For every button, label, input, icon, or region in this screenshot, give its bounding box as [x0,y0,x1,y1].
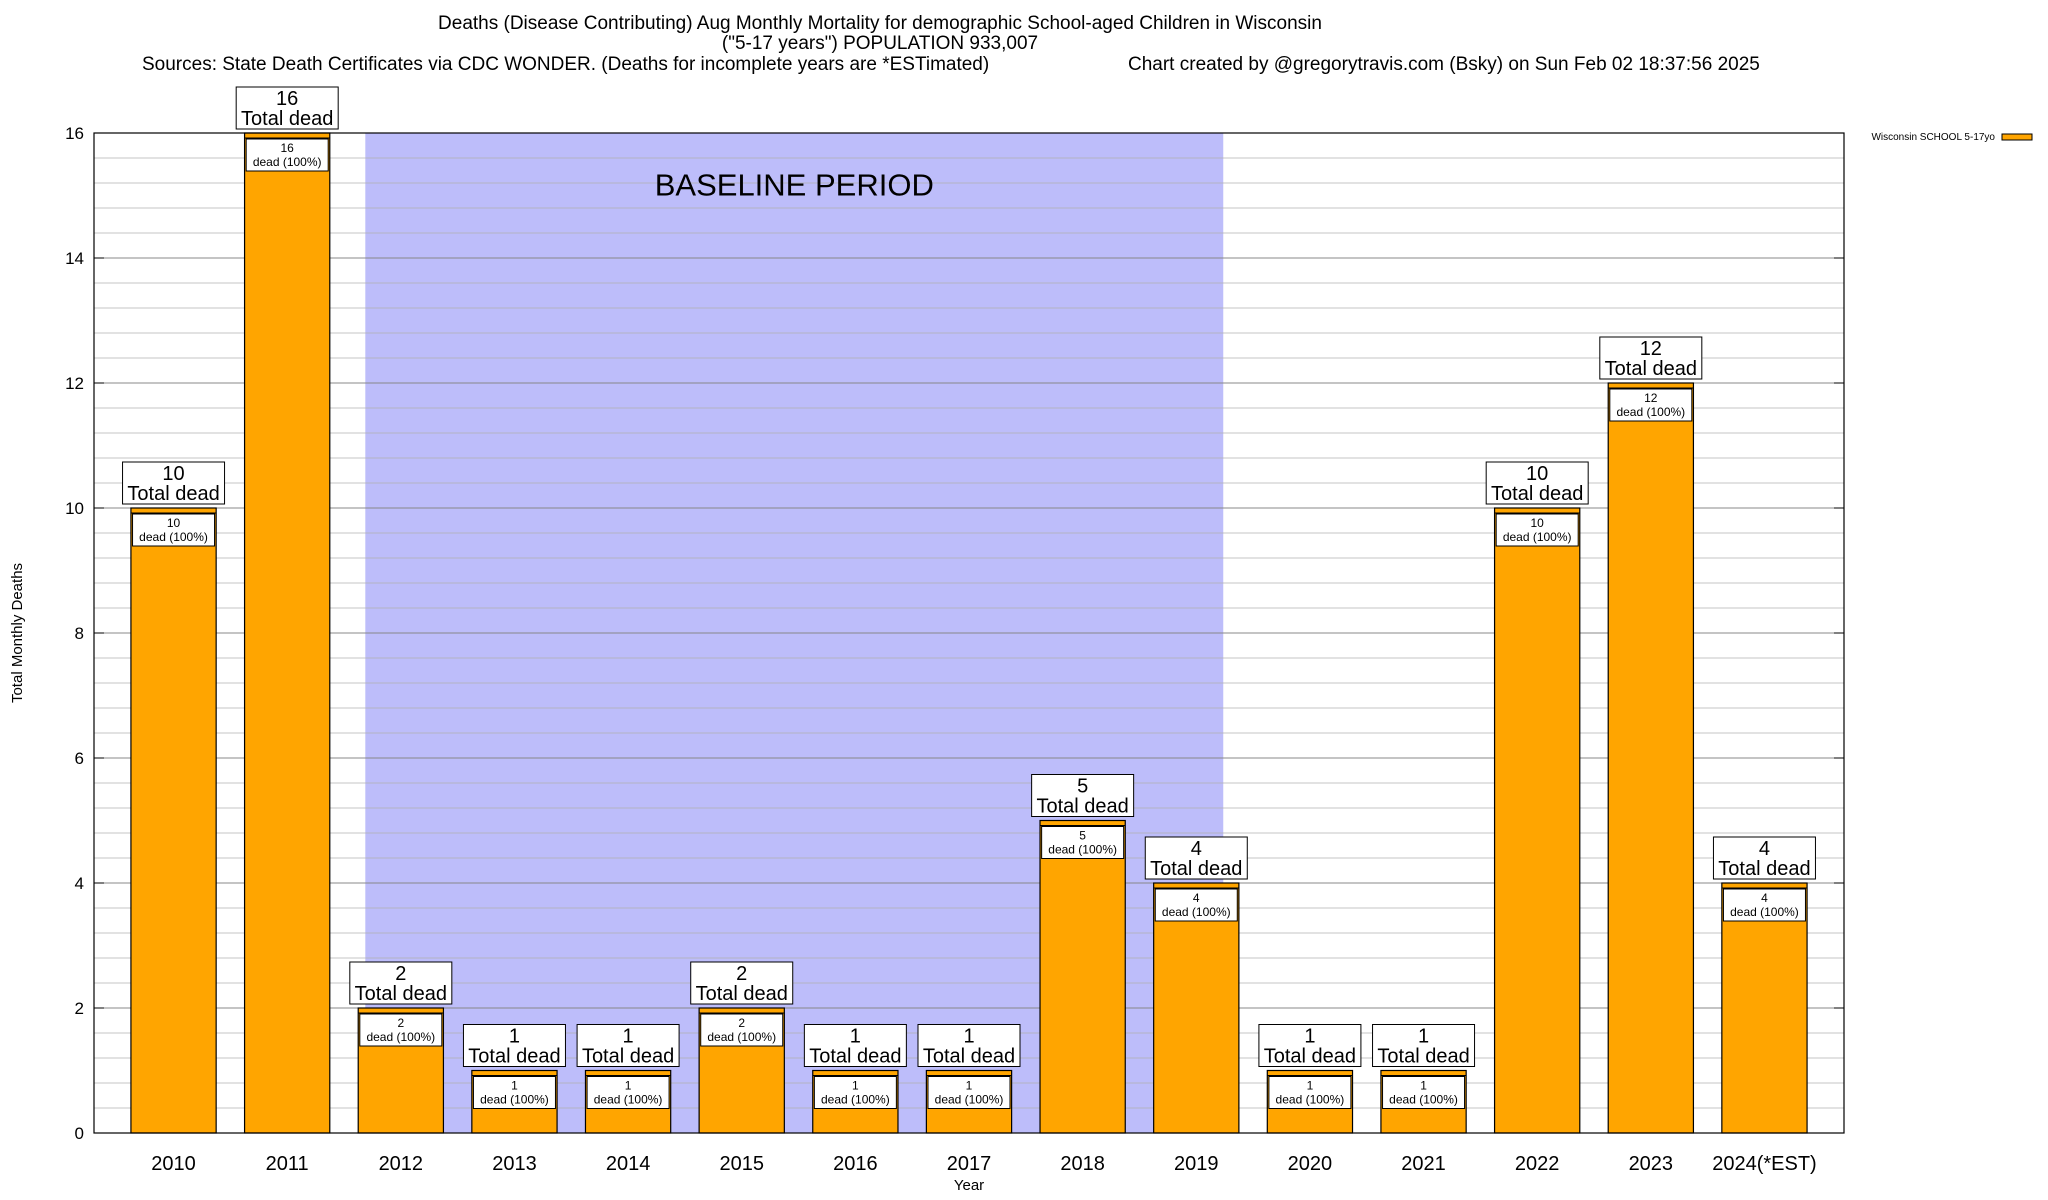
x-tick-label: 2010 [151,1153,196,1175]
inner-label-text: dead (100%) [366,1030,435,1044]
inner-label-text: dead (100%) [1048,843,1117,857]
top-label-value: 5 [1077,776,1088,798]
y-tick-label: 6 [75,749,84,768]
top-label-value: 10 [162,463,184,485]
x-tick-label: 2022 [1515,1153,1560,1175]
inner-label-text: dead (100%) [821,1093,890,1107]
x-tick-label: 2016 [833,1153,878,1175]
top-label-value: 2 [736,963,747,985]
x-tick-label: 2014 [606,1153,651,1175]
inner-label-value: 2 [738,1016,745,1030]
top-label-text: Total dead [923,1046,1015,1068]
top-label-value: 1 [623,1026,634,1048]
inner-label-text: dead (100%) [1162,905,1231,919]
inner-label-value: 1 [511,1079,518,1093]
inner-label-text: dead (100%) [253,155,322,169]
bar [1040,821,1125,1134]
x-tick-label: 2020 [1288,1153,1333,1175]
top-label-text: Total dead [1605,358,1697,380]
top-label-value: 1 [509,1026,520,1048]
inner-label-text: dead (100%) [480,1093,549,1107]
inner-label-value: 10 [1531,516,1545,530]
x-axis-label: Year [954,1177,984,1194]
top-label-value: 12 [1640,338,1662,360]
inner-label-text: dead (100%) [1389,1093,1458,1107]
x-tick-label: 2023 [1629,1153,1674,1175]
top-label-text: Total dead [1036,796,1128,818]
y-tick-label: 4 [75,874,84,893]
top-label-text: Total dead [696,983,788,1005]
top-label-text: Total dead [127,483,219,505]
top-label-text: Total dead [355,983,447,1005]
inner-label-value: 1 [625,1079,632,1093]
x-tick-label: 2021 [1401,1153,1446,1175]
inner-label-text: dead (100%) [935,1093,1004,1107]
x-tick-label: 2011 [266,1153,309,1175]
y-tick-label: 12 [65,374,84,393]
bar [1495,508,1580,1133]
y-tick-label: 16 [65,124,84,143]
y-tick-label: 10 [65,499,84,518]
inner-label-value: 4 [1761,891,1768,905]
top-label-value: 4 [1191,838,1202,860]
top-label-value: 2 [395,963,406,985]
y-tick-label: 2 [75,999,84,1018]
inner-label-value: 2 [397,1016,404,1030]
top-label-text: Total dead [809,1046,901,1068]
top-label-text: Total dead [1150,858,1242,880]
inner-label-text: dead (100%) [1616,405,1685,419]
x-tick-label: 2019 [1174,1153,1219,1175]
top-label-value: 4 [1759,838,1770,860]
bar-chart: 0246810121416BASELINE PERIOD10dead (100%… [0,0,2048,1200]
inner-label-value: 1 [966,1079,973,1093]
y-axis-label: Total Monthly Deaths [9,563,26,703]
top-label-value: 16 [276,88,298,110]
bar [131,508,216,1133]
inner-label-value: 1 [1307,1079,1314,1093]
top-label-text: Total dead [1718,858,1810,880]
inner-label-text: dead (100%) [1503,530,1572,544]
x-tick-label: 2015 [719,1153,764,1175]
x-tick-label: 2012 [379,1153,424,1175]
y-tick-label: 8 [75,624,84,643]
top-label-text: Total dead [1491,483,1583,505]
inner-label-value: 10 [167,516,181,530]
inner-label-value: 16 [281,141,295,155]
top-label-text: Total dead [582,1046,674,1068]
top-label-value: 1 [963,1026,974,1048]
x-tick-label: 2017 [947,1153,992,1175]
x-tick-label: 2013 [492,1153,537,1175]
top-label-text: Total dead [1377,1046,1469,1068]
bar [245,133,330,1133]
inner-label-text: dead (100%) [594,1093,663,1107]
x-tick-label: 2024(*EST) [1712,1153,1817,1175]
inner-label-value: 4 [1193,891,1200,905]
top-label-text: Total dead [241,108,333,130]
inner-label-text: dead (100%) [1276,1093,1345,1107]
inner-label-text: dead (100%) [1730,905,1799,919]
inner-label-text: dead (100%) [707,1030,776,1044]
top-label-value: 10 [1526,463,1548,485]
legend-label: Wisconsin SCHOOL 5-17yo [1871,132,1995,143]
y-tick-label: 14 [65,249,84,268]
top-label-value: 1 [1418,1026,1429,1048]
top-label-text: Total dead [1264,1046,1356,1068]
inner-label-value: 5 [1079,829,1086,843]
inner-label-value: 12 [1644,391,1658,405]
bar [1608,383,1693,1133]
top-label-value: 1 [1304,1026,1315,1048]
top-label-value: 1 [850,1026,861,1048]
top-label-text: Total dead [468,1046,560,1068]
baseline-label: BASELINE PERIOD [655,168,934,203]
y-tick-label: 0 [75,1124,84,1143]
inner-label-text: dead (100%) [139,530,208,544]
x-tick-label: 2018 [1060,1153,1105,1175]
legend-swatch [2002,134,2032,140]
inner-label-value: 1 [1420,1079,1427,1093]
inner-label-value: 1 [852,1079,859,1093]
